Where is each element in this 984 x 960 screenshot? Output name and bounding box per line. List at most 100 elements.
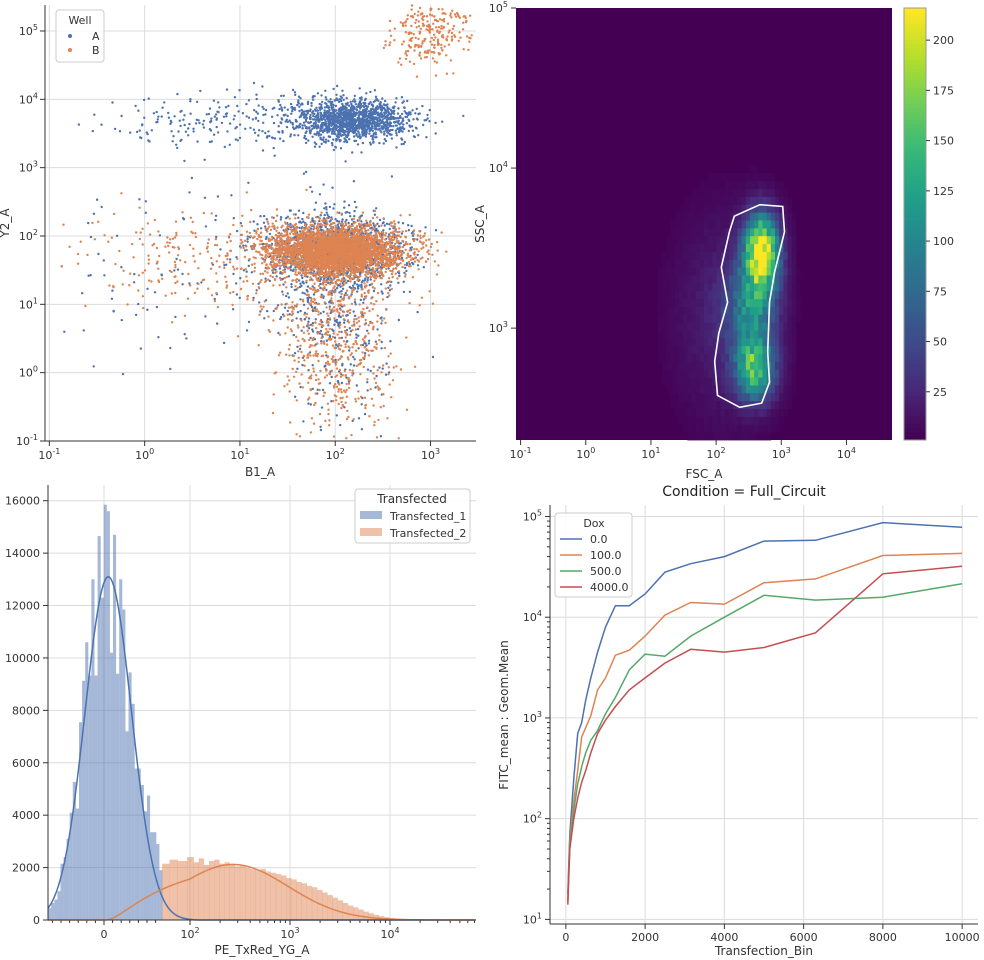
scatter-point-A <box>384 129 387 132</box>
scatter-point-A <box>179 124 182 128</box>
scatter-point-B <box>404 273 407 276</box>
scatter-point-A <box>290 283 293 286</box>
scatter-point-A <box>311 364 314 367</box>
scatter-point-A <box>351 151 354 154</box>
scatter-point-A <box>311 218 314 222</box>
scatter-point-A <box>312 98 315 102</box>
scatter-point-A <box>120 114 123 118</box>
scatter-point-B <box>421 42 424 45</box>
scatter-point-A <box>120 318 124 322</box>
scatter-point-A <box>353 215 356 218</box>
scatter-point-A <box>138 136 142 139</box>
x-tick-label: 101 <box>230 447 249 462</box>
scatter-point-A <box>298 230 302 233</box>
scatter-point-A <box>278 267 282 270</box>
scatter-point-A <box>331 100 334 104</box>
scatter-point-A <box>91 129 95 133</box>
scatter-point-A <box>210 140 213 143</box>
scatter-point-A <box>342 94 345 97</box>
scatter-point-A <box>373 213 377 216</box>
scatter-point-A <box>369 141 372 144</box>
scatter-point-B <box>465 19 468 23</box>
scatter-point-A <box>280 106 283 109</box>
scatter-point-A <box>382 126 386 129</box>
scatter-point-A <box>331 130 334 133</box>
scatter-point-A <box>245 270 248 273</box>
scatter-point-A <box>328 135 331 138</box>
scatter-point-A <box>380 108 384 112</box>
scatter-point-B <box>438 30 442 33</box>
scatter-point-A <box>378 106 382 109</box>
scatter-point-A <box>311 112 314 115</box>
scatter-point-A <box>118 130 122 133</box>
scatter-point-A <box>348 211 351 215</box>
scatter-point-B <box>411 257 414 260</box>
scatter-point-B <box>432 22 435 25</box>
scatter-point-A <box>87 221 90 225</box>
scatter-point-A <box>351 120 355 123</box>
scatter-point-A <box>320 105 323 108</box>
scatter-point-A <box>334 133 337 136</box>
scatter-point-A <box>361 112 364 115</box>
scatter-point-A <box>335 414 338 417</box>
scatter-point-A <box>261 149 265 152</box>
scatter-point-A <box>313 208 316 211</box>
scatter-point-A <box>238 296 241 300</box>
scatter-point-A <box>272 121 276 125</box>
scatter-point-B <box>399 214 402 217</box>
scatter-point-A <box>309 116 312 119</box>
scatter-point-A <box>241 112 245 115</box>
scatter-point-A <box>352 180 356 183</box>
scatter-point-A <box>342 115 345 119</box>
scatter-point-A <box>357 119 360 122</box>
scatter-point-A <box>347 109 350 112</box>
scatter-point-A <box>208 140 212 144</box>
scatter-point-A <box>396 127 399 130</box>
scatter-point-A <box>326 131 329 134</box>
scatter-point-A <box>194 122 198 125</box>
scatter-point-A <box>304 170 308 174</box>
scatter-point-A <box>280 117 283 120</box>
scatter-point-A <box>367 110 371 113</box>
scatter-point-A <box>346 313 349 317</box>
scatter-point-A <box>340 96 344 99</box>
scatter-point-B <box>441 12 444 15</box>
scatter-point-A <box>390 113 393 116</box>
scatter-point-A <box>277 331 280 335</box>
y-tick-label: 10-1 <box>16 433 38 448</box>
scatter-point-A <box>339 115 342 119</box>
scatter-point-A <box>262 214 266 218</box>
scatter-point-B <box>467 48 470 52</box>
scatter-point-B <box>397 263 401 266</box>
scatter-point-A <box>354 303 357 306</box>
scatter-point-A <box>184 130 188 133</box>
scatter-point-A <box>341 89 344 93</box>
scatter-point-A <box>273 137 277 140</box>
scatter-point-A <box>273 106 276 110</box>
scatter-point-A <box>310 101 313 105</box>
scatter-point-A <box>395 146 398 149</box>
scatter-point-A <box>320 340 323 343</box>
scatter-point-A <box>279 216 283 219</box>
scatter-point-A <box>320 103 323 106</box>
scatter-point-B <box>240 233 244 237</box>
scatter-point-A <box>247 99 251 102</box>
scatter-point-A <box>363 111 367 115</box>
scatter-point-B <box>367 266 370 269</box>
scatter-point-A <box>336 135 339 138</box>
scatter-point-A <box>327 120 330 123</box>
scatter-point-A <box>376 328 379 331</box>
scatter-point-A <box>286 120 289 124</box>
scatter-point-A <box>261 130 264 133</box>
scatter-point-A <box>97 252 100 256</box>
scatter-point-A <box>353 301 357 304</box>
scatter-point-B <box>437 264 440 267</box>
scatter-point-A <box>340 289 343 293</box>
scatter-point-A <box>285 217 288 220</box>
scatter-point-A <box>289 209 292 212</box>
scatter-point-A <box>132 281 136 284</box>
scatter-point-A <box>174 315 177 319</box>
scatter-point-A <box>222 341 226 345</box>
scatter-point-A <box>352 135 356 138</box>
scatter-point-B <box>275 229 278 232</box>
